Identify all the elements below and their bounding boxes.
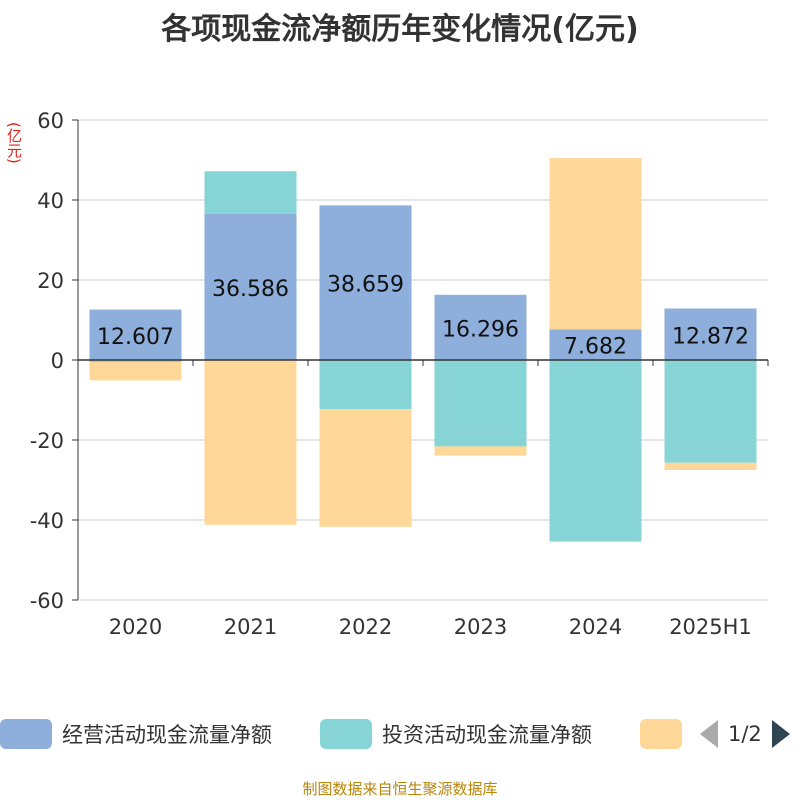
- legend-prev-page-icon[interactable]: [700, 720, 718, 748]
- y-tick-label: -40: [30, 509, 64, 533]
- legend-label-investing: 投资活动现金流量净额: [382, 723, 592, 747]
- legend-swatch-investing: [320, 719, 372, 749]
- y-tick-label: -20: [30, 429, 64, 453]
- legend-swatch-third: [640, 719, 682, 749]
- bar-series-0: [434, 294, 527, 360]
- legend: 经营活动现金流量净额 投资活动现金流量净额 1/2: [0, 716, 800, 756]
- bar-series-1: [89, 360, 182, 362]
- bar-series-2: [434, 446, 527, 456]
- data-source: 制图数据来自恒生聚源数据库: [302, 780, 498, 798]
- x-tick-label: 2022: [339, 615, 392, 639]
- y-tick-label: 60: [37, 109, 64, 133]
- y-tick-label: -60: [30, 589, 64, 613]
- bar-series-0: [549, 329, 642, 360]
- y-axis-unit: (亿元): [5, 122, 23, 164]
- legend-swatch-operating: [0, 719, 52, 749]
- x-tick-label: 2023: [454, 615, 507, 639]
- bar-series-1: [319, 360, 412, 410]
- data-label: 36.586: [212, 277, 289, 302]
- bar-series-1: [549, 360, 642, 542]
- y-tick-label: 40: [37, 189, 64, 213]
- bar-series-1: [434, 360, 527, 447]
- data-label: 16.296: [442, 317, 519, 342]
- x-tick-label: 2020: [109, 615, 162, 639]
- bar-series-2: [664, 462, 757, 470]
- bar-series-0: [204, 213, 297, 360]
- bar-series-2: [204, 360, 297, 525]
- legend-pager: 1/2: [700, 716, 790, 752]
- bar-series-1: [664, 360, 757, 463]
- y-tick-label: 20: [37, 269, 64, 293]
- x-tick-label: 2025H1: [669, 615, 752, 639]
- legend-label-operating: 经营活动现金流量净额: [62, 723, 272, 747]
- bar-series-1: [204, 171, 297, 214]
- bar-series-2: [89, 362, 182, 381]
- data-label: 12.872: [672, 324, 749, 349]
- legend-item-investing[interactable]: 投资活动现金流量净额: [320, 716, 592, 752]
- legend-page-indicator: 1/2: [728, 722, 762, 746]
- x-tick-label: 2024: [569, 615, 622, 639]
- chart-title: 各项现金流净额历年变化情况(亿元): [161, 12, 639, 47]
- bar-series-2: [549, 158, 642, 330]
- legend-item-operating[interactable]: 经营活动现金流量净额: [0, 716, 272, 752]
- data-label: 12.607: [97, 325, 174, 350]
- stacked-bar-chart: 60 40 20 0 -20 -40 -60 12.607 36.586 38.659 16.296…: [30, 109, 769, 639]
- legend-item-third[interactable]: [640, 716, 682, 752]
- bar-series-0: [89, 309, 182, 360]
- bar-series-2: [319, 409, 412, 527]
- y-tick-label: 0: [51, 349, 64, 373]
- data-label: 7.682: [564, 335, 627, 360]
- x-tick-label: 2021: [224, 615, 277, 639]
- bar-series-0: [664, 308, 757, 360]
- data-label: 38.659: [327, 273, 404, 298]
- legend-next-page-icon[interactable]: [771, 720, 790, 748]
- bar-series-0: [319, 205, 412, 360]
